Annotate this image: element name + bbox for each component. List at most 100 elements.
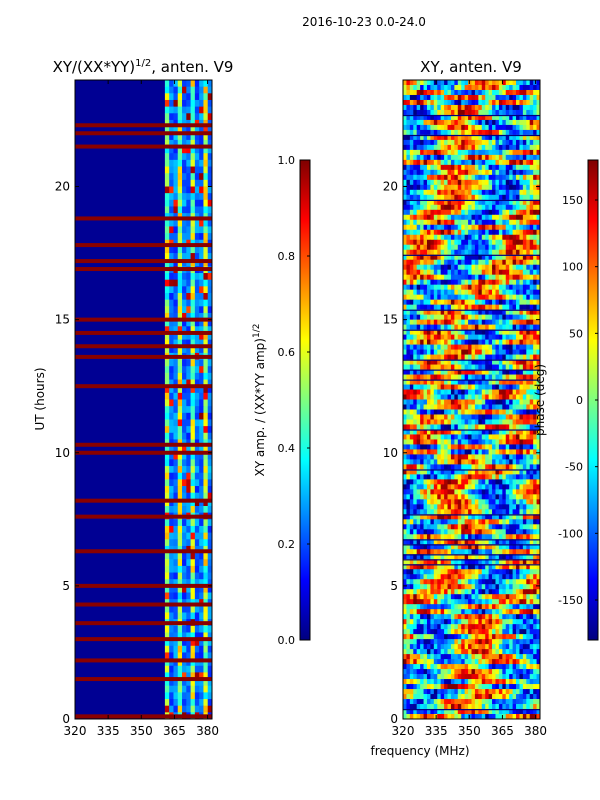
phase-cell bbox=[519, 114, 524, 121]
phase-cell bbox=[529, 99, 534, 106]
phase-cell bbox=[502, 124, 507, 131]
phase-cell bbox=[519, 259, 524, 266]
phase-cell bbox=[468, 104, 472, 111]
phase-cell bbox=[437, 539, 442, 545]
phase-cell bbox=[529, 534, 534, 540]
phase-cell bbox=[536, 419, 541, 425]
phase-cell bbox=[403, 109, 407, 116]
phase-cell bbox=[433, 154, 438, 161]
amplitude-cell bbox=[190, 153, 196, 161]
phase-cell bbox=[516, 209, 520, 216]
amplitude-cell bbox=[169, 625, 174, 633]
phase-cell bbox=[457, 264, 462, 271]
phase-cell bbox=[416, 399, 421, 405]
phase-cell bbox=[474, 324, 479, 331]
phase-cell bbox=[450, 84, 455, 91]
phase-cell bbox=[481, 339, 486, 345]
phase-cell bbox=[430, 504, 435, 510]
phase-cell bbox=[502, 239, 507, 246]
amplitude-cell bbox=[177, 539, 183, 547]
phase-cell bbox=[485, 549, 490, 555]
amplitude-cell bbox=[203, 359, 209, 367]
phase-cell bbox=[457, 304, 462, 311]
phase-cell bbox=[457, 419, 462, 425]
amplitude-cell bbox=[182, 406, 187, 414]
phase-cell bbox=[426, 529, 431, 535]
phase-cell bbox=[522, 414, 527, 420]
phase-cell bbox=[471, 119, 476, 126]
phase-cell bbox=[454, 389, 459, 395]
phase-cell bbox=[516, 304, 520, 311]
phase-cell bbox=[440, 134, 445, 141]
phase-cell bbox=[495, 294, 500, 301]
phase-cell bbox=[498, 434, 503, 440]
amplitude-cell bbox=[169, 399, 174, 407]
amplitude-cell bbox=[194, 539, 200, 547]
phase-cell bbox=[406, 399, 411, 405]
phase-cell bbox=[433, 334, 438, 340]
phase-cell bbox=[471, 414, 476, 420]
phase-cell bbox=[433, 184, 438, 191]
phase-cell bbox=[450, 499, 455, 505]
phase-cell bbox=[423, 259, 428, 266]
phase-cell bbox=[505, 544, 510, 550]
phase-cell bbox=[526, 204, 531, 211]
phase-cell bbox=[512, 144, 517, 151]
phase-cell bbox=[519, 429, 524, 435]
phase-cell bbox=[468, 224, 472, 231]
amplitude-cell bbox=[169, 452, 174, 460]
phase-cell bbox=[430, 479, 435, 485]
phase-band bbox=[403, 469, 540, 471]
phase-cell bbox=[516, 499, 520, 505]
phase-cell bbox=[478, 464, 483, 470]
phase-cell bbox=[437, 229, 442, 236]
phase-cell bbox=[409, 164, 414, 171]
phase-cell bbox=[450, 154, 455, 161]
phase-cell bbox=[474, 449, 479, 455]
phase-cell bbox=[433, 464, 438, 470]
phase-cell bbox=[437, 99, 442, 106]
phase-cell bbox=[519, 229, 524, 236]
phase-cell bbox=[437, 369, 442, 375]
phase-cell bbox=[474, 299, 479, 306]
amplitude-cell bbox=[173, 625, 179, 633]
phase-cell bbox=[474, 379, 479, 385]
amplitude-cell bbox=[190, 386, 196, 394]
phase-cell bbox=[474, 344, 479, 350]
phase-cell bbox=[498, 94, 503, 101]
phase-cell bbox=[488, 419, 493, 425]
phase-cell bbox=[413, 474, 418, 480]
phase-cell bbox=[533, 99, 537, 106]
phase-cell bbox=[536, 279, 541, 286]
phase-cell bbox=[526, 174, 531, 181]
phase-cell bbox=[488, 514, 493, 520]
phase-cell bbox=[492, 189, 496, 196]
phase-cell bbox=[444, 199, 448, 206]
phase-cell bbox=[478, 204, 483, 211]
amplitude-cell bbox=[194, 126, 200, 134]
phase-cell bbox=[433, 519, 438, 525]
phase-cell bbox=[403, 354, 407, 360]
phase-cell bbox=[413, 199, 418, 206]
phase-cell bbox=[485, 174, 490, 181]
phase-cell bbox=[505, 239, 510, 246]
amplitude-cell bbox=[190, 532, 196, 540]
phase-cell bbox=[420, 144, 424, 151]
amplitude-cell bbox=[203, 419, 209, 427]
amplitude-cell bbox=[164, 625, 170, 633]
phase-cell bbox=[492, 389, 496, 395]
phase-cell bbox=[498, 264, 503, 271]
phase-cell bbox=[433, 489, 438, 495]
phase-cell bbox=[457, 169, 462, 176]
phase-cell bbox=[409, 119, 414, 126]
phase-cell bbox=[454, 519, 459, 525]
phase-cell bbox=[471, 424, 476, 430]
phase-cell bbox=[468, 254, 472, 261]
phase-cell bbox=[450, 369, 455, 375]
phase-cell bbox=[526, 219, 531, 226]
phase-cell bbox=[437, 289, 442, 296]
amplitude-cell bbox=[164, 612, 170, 620]
amplitude-cell bbox=[199, 459, 204, 467]
phase-cell bbox=[519, 349, 524, 355]
phase-cell bbox=[512, 474, 517, 480]
